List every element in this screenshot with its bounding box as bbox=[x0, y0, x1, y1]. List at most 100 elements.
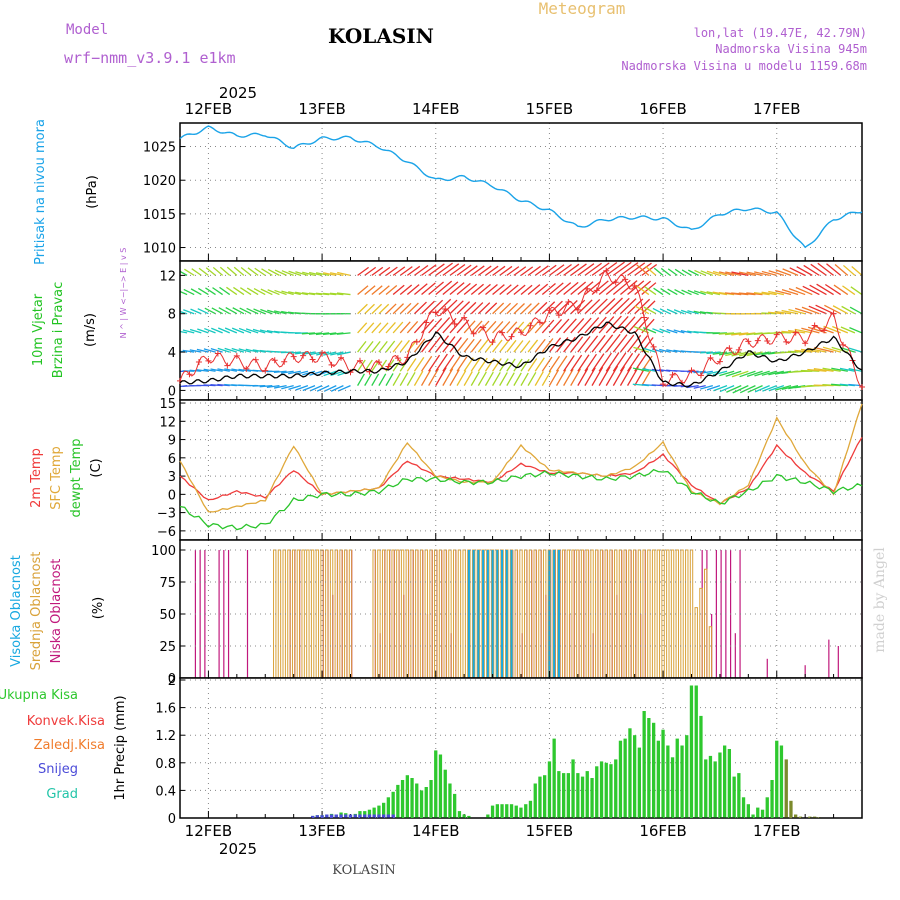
wind-arrow bbox=[627, 316, 643, 334]
gust-marker bbox=[224, 362, 231, 369]
wind-arrow bbox=[761, 370, 777, 376]
wind-arrow bbox=[520, 303, 532, 315]
elevation-label: Nadmorska Visina 945m bbox=[715, 42, 867, 56]
wind-arrow bbox=[612, 279, 631, 296]
wind-arrow bbox=[190, 308, 202, 315]
wind-arrow bbox=[527, 265, 541, 276]
snow-bar bbox=[311, 815, 315, 818]
cloud-mid-bar bbox=[448, 549, 452, 678]
precip-bar bbox=[538, 776, 542, 818]
snow-bar bbox=[358, 814, 362, 818]
wind-arrow bbox=[814, 346, 834, 353]
wind-arrow bbox=[180, 293, 181, 295]
wind-arrow bbox=[205, 287, 216, 296]
wind-arrow bbox=[506, 321, 518, 334]
wind-arrow bbox=[620, 262, 639, 276]
wind-arrow bbox=[267, 289, 280, 296]
gust-marker bbox=[669, 371, 676, 378]
wind-arrow bbox=[627, 262, 646, 276]
gust-marker bbox=[356, 357, 363, 364]
gust-marker bbox=[716, 358, 723, 365]
wind-arrow bbox=[330, 370, 344, 377]
wind-arrow bbox=[739, 370, 756, 378]
wind-arrow bbox=[731, 370, 749, 378]
wind-arrow bbox=[659, 348, 671, 353]
wind-arrow bbox=[605, 261, 625, 276]
wind-arrow bbox=[204, 307, 216, 315]
bottom-day-label: 16FEB bbox=[639, 822, 686, 840]
wind-arrow bbox=[399, 372, 409, 386]
precip-ylabel: 1hr Precip (mm) bbox=[113, 695, 128, 800]
wind-arrow bbox=[807, 326, 827, 334]
wind-arrow bbox=[191, 268, 202, 276]
wind-arrow bbox=[796, 266, 813, 276]
wind-arrow bbox=[281, 270, 294, 276]
precip-bar bbox=[794, 814, 798, 818]
wind-arrow bbox=[260, 288, 273, 296]
cloud-ytick-label: 25 bbox=[159, 640, 176, 655]
precip-bar bbox=[727, 749, 731, 818]
snow-bar bbox=[391, 814, 395, 818]
wind-arrow bbox=[667, 288, 678, 296]
temperature-ytick-label: −6 bbox=[157, 525, 176, 540]
wind-arrow bbox=[266, 330, 280, 334]
wind-arrow bbox=[563, 355, 575, 372]
wind-arrow bbox=[605, 297, 623, 315]
wind-arrow bbox=[442, 263, 460, 276]
precip-ytick-label: 0.8 bbox=[155, 757, 176, 772]
cloud-mid-bar bbox=[708, 626, 713, 678]
wind-arrow bbox=[694, 269, 706, 276]
cloud-mid-bar bbox=[666, 549, 670, 678]
precip-bar bbox=[457, 811, 462, 818]
gust-marker bbox=[508, 333, 515, 340]
wind-arrow bbox=[674, 268, 685, 276]
wind-arrow bbox=[288, 370, 301, 375]
gust-marker bbox=[300, 352, 307, 359]
wind-arrow bbox=[719, 385, 735, 393]
precip-bar bbox=[490, 805, 495, 818]
precip-bar bbox=[590, 778, 594, 818]
wind-arrow bbox=[217, 327, 230, 334]
wind-arrow bbox=[197, 328, 209, 334]
wind-arrow bbox=[712, 332, 728, 335]
cloud-mid-bar bbox=[296, 549, 301, 678]
top-day-label: 17FEB bbox=[753, 100, 800, 118]
precip-bar bbox=[467, 815, 471, 818]
wind-arrow bbox=[520, 284, 533, 296]
wind-arrow bbox=[619, 352, 634, 372]
wind-arrow bbox=[619, 334, 635, 353]
legend-frozen: Zaledj.Kisa bbox=[34, 738, 105, 753]
wind-arrow bbox=[584, 335, 599, 353]
wind-arrow bbox=[534, 357, 545, 372]
wind-arrow bbox=[712, 270, 728, 277]
dewpoint-line bbox=[179, 468, 863, 531]
wind-arrow bbox=[774, 331, 791, 334]
wind-arrow bbox=[563, 263, 580, 276]
wind-arrow bbox=[492, 302, 505, 315]
precip-bar bbox=[552, 738, 556, 818]
precip-ytick-label: 0.4 bbox=[155, 784, 176, 799]
wind-arrow bbox=[456, 356, 468, 372]
temperature-ytick-label: 6 bbox=[168, 452, 176, 467]
wind-arrow bbox=[642, 347, 657, 353]
precip-bar bbox=[533, 783, 537, 818]
wind-arrow bbox=[442, 368, 454, 386]
wind-arrow bbox=[788, 288, 806, 296]
temperature-background bbox=[180, 400, 862, 540]
wind-arrow bbox=[801, 306, 820, 315]
wind-arrow bbox=[295, 271, 309, 277]
wind-arrow bbox=[239, 307, 252, 315]
precip-bar bbox=[524, 804, 528, 818]
wind-arrow bbox=[428, 318, 443, 334]
pressure-title: Pritisak na nivou mora bbox=[33, 119, 48, 265]
wind-arrow bbox=[308, 332, 323, 335]
wind-arrow bbox=[584, 367, 596, 386]
wind-arrow bbox=[634, 317, 650, 334]
precip-bar bbox=[779, 745, 784, 818]
wind-arrow bbox=[252, 349, 266, 353]
wind-arrow bbox=[485, 265, 499, 276]
precip-ytick-label: 1.6 bbox=[155, 702, 176, 717]
wind-arrow bbox=[848, 347, 862, 353]
precip-background bbox=[180, 678, 862, 818]
